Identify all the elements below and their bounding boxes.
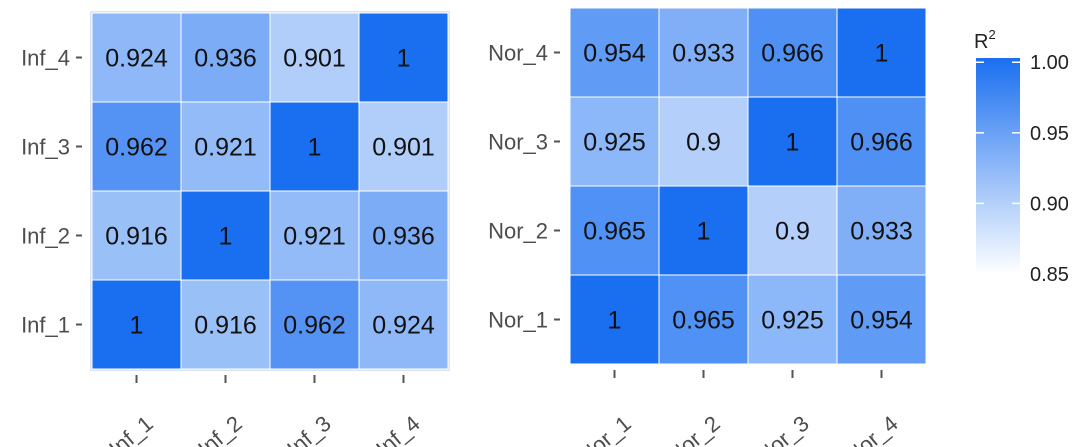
legend-tick-label: 0.95 bbox=[1030, 123, 1069, 145]
cell-value-label: 1 bbox=[308, 134, 322, 162]
y-tick-label: Nor_3 bbox=[488, 130, 548, 155]
heatmap-cell bbox=[569, 185, 660, 276]
x-tick-label: Nor_2 bbox=[663, 411, 725, 447]
heatmap-cell bbox=[358, 101, 449, 192]
x-tick-label: Nor_3 bbox=[752, 411, 814, 447]
cell-value-label: 0.916 bbox=[194, 312, 257, 340]
heatmap-panel-nor: 1 0.965 0.925 0.954 0.965 1 0.9 0.933 0.925 0.9 1 0… bbox=[488, 7, 927, 447]
x-tick-label: Inf_2 bbox=[193, 411, 247, 447]
cell-value-label: 1 bbox=[130, 312, 144, 340]
cell-value-label: 0.9 bbox=[775, 218, 810, 246]
cell-value-label: 0.933 bbox=[672, 40, 735, 68]
legend-tick-label: 0.90 bbox=[1030, 193, 1069, 215]
y-tick-label: Inf_4 bbox=[21, 46, 70, 71]
heatmap-cell bbox=[569, 7, 660, 98]
cell-value-label: 0.966 bbox=[850, 129, 913, 157]
heatmap-cell bbox=[569, 96, 660, 187]
legend-tick-label: 0.85 bbox=[1030, 264, 1069, 286]
y-tick-label: Nor_1 bbox=[488, 308, 548, 333]
legend-color-bar bbox=[976, 58, 1020, 274]
heatmap-cell bbox=[269, 12, 360, 103]
y-tick-label: Inf_3 bbox=[21, 135, 70, 160]
heatmap-cell bbox=[658, 185, 749, 276]
cell-value-label: 0.933 bbox=[850, 218, 913, 246]
y-tick-label: Nor_4 bbox=[488, 41, 548, 66]
heatmap-cell bbox=[658, 274, 749, 365]
heatmap-cell bbox=[569, 274, 660, 365]
cell-value-label: 0.936 bbox=[372, 223, 435, 251]
cell-value-label: 0.925 bbox=[761, 307, 824, 335]
heatmap-cell bbox=[180, 190, 271, 281]
cell-value-label: 1 bbox=[875, 40, 889, 68]
heatmap-cell bbox=[836, 274, 927, 365]
cell-value-label: 0.925 bbox=[583, 129, 646, 157]
y-tick-label: Inf_1 bbox=[21, 313, 70, 338]
heatmap-cell bbox=[836, 7, 927, 98]
legend-title: R2 bbox=[974, 27, 996, 53]
heatmap-cell bbox=[358, 279, 449, 370]
heatmap-cell bbox=[180, 12, 271, 103]
heatmap-panel-inf: 1 0.916 0.962 0.924 0.916 1 0.921 0.936 0.962 0.9… bbox=[21, 11, 450, 447]
heatmap-cell bbox=[91, 12, 182, 103]
heatmap-cell bbox=[358, 190, 449, 281]
heatmap-cell bbox=[91, 101, 182, 192]
cell-value-label: 1 bbox=[397, 45, 411, 73]
cell-value-label: 0.924 bbox=[105, 45, 168, 73]
cell-value-label: 0.965 bbox=[672, 307, 735, 335]
cell-value-label: 0.9 bbox=[686, 129, 721, 157]
cell-value-label: 0.966 bbox=[761, 40, 824, 68]
legend-tick-label: 1.00 bbox=[1030, 52, 1069, 74]
y-tick-label: Nor_2 bbox=[488, 219, 548, 244]
heatmap-cell bbox=[91, 279, 182, 370]
heatmap-cell bbox=[747, 274, 838, 365]
heatmap-cell bbox=[747, 185, 838, 276]
x-tick-label: Nor_1 bbox=[574, 411, 636, 447]
heatmap-cell bbox=[269, 101, 360, 192]
cell-value-label: 0.965 bbox=[583, 218, 646, 246]
cell-value-label: 0.954 bbox=[850, 307, 913, 335]
cell-value-label: 0.916 bbox=[105, 223, 168, 251]
heatmap-cell bbox=[180, 101, 271, 192]
x-tick-label: Inf_4 bbox=[371, 411, 425, 447]
x-tick-label: Inf_1 bbox=[104, 411, 158, 447]
cell-value-label: 0.962 bbox=[105, 134, 168, 162]
heatmap-cell bbox=[269, 190, 360, 281]
color-legend: R2 1.00 0.95 0.90 0.85 bbox=[974, 27, 1069, 286]
cell-value-label: 0.936 bbox=[194, 45, 257, 73]
cell-value-label: 1 bbox=[697, 218, 711, 246]
cell-value-label: 1 bbox=[219, 223, 233, 251]
cell-value-label: 1 bbox=[786, 129, 800, 157]
x-tick-label: Inf_3 bbox=[282, 411, 336, 447]
cell-value-label: 0.901 bbox=[283, 45, 346, 73]
heatmap-cell bbox=[836, 96, 927, 187]
heatmap-cell bbox=[747, 7, 838, 98]
heatmap-cell bbox=[658, 7, 749, 98]
cell-value-label: 1 bbox=[608, 307, 622, 335]
cell-value-label: 0.954 bbox=[583, 40, 646, 68]
heatmap-cell bbox=[836, 185, 927, 276]
y-tick-label: Inf_2 bbox=[21, 224, 70, 249]
cell-value-label: 0.921 bbox=[194, 134, 257, 162]
legend-ticks: 1.00 0.95 0.90 0.85 bbox=[976, 52, 1069, 286]
heatmap-cell bbox=[269, 279, 360, 370]
cell-value-label: 0.962 bbox=[283, 312, 346, 340]
heatmap-cell bbox=[358, 12, 449, 103]
x-tick-label: Nor_4 bbox=[841, 411, 903, 447]
cell-value-label: 0.924 bbox=[372, 312, 435, 340]
heatmap-cell bbox=[91, 190, 182, 281]
cell-value-label: 0.921 bbox=[283, 223, 346, 251]
cell-value-label: 0.901 bbox=[372, 134, 435, 162]
heatmap-cell bbox=[747, 96, 838, 187]
